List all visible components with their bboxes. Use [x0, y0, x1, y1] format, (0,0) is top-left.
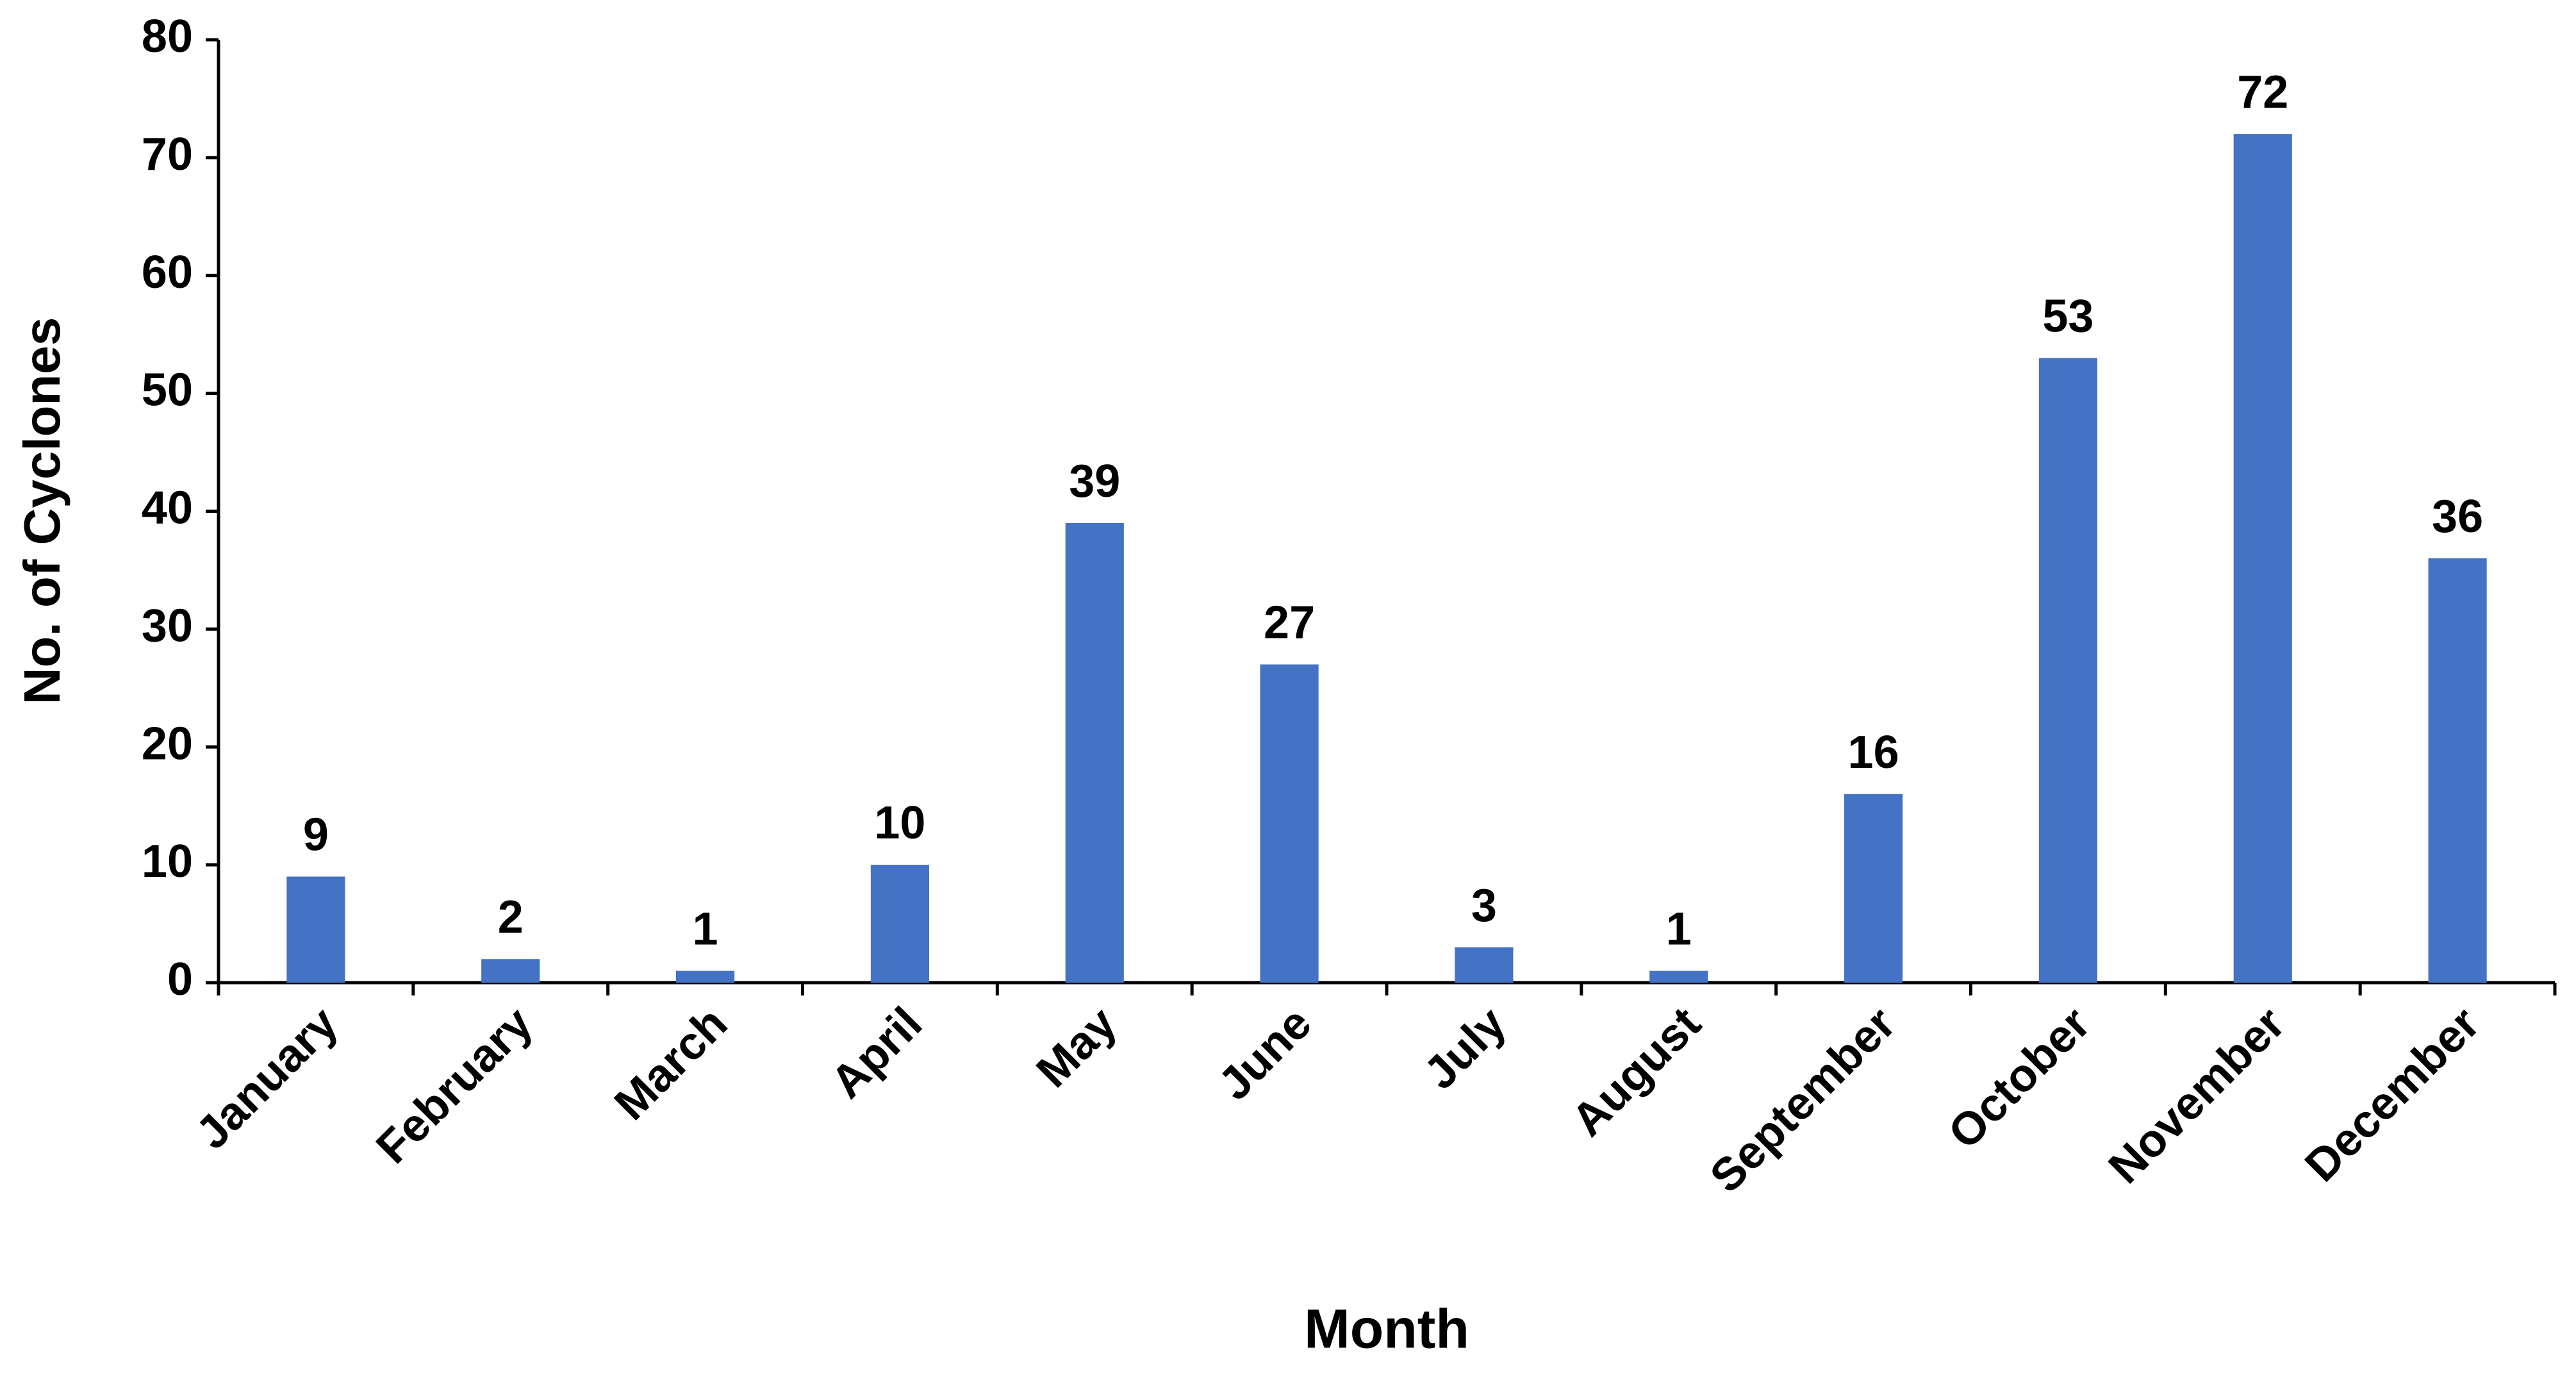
bar	[1844, 794, 1903, 983]
y-tick-label: 10	[142, 836, 193, 887]
bar	[2038, 358, 2097, 983]
y-tick-label: 50	[142, 365, 193, 416]
data-label: 9	[303, 810, 329, 861]
data-label: 72	[2237, 67, 2288, 118]
bar	[2233, 134, 2292, 983]
bar	[870, 865, 929, 983]
data-label: 36	[2432, 491, 2483, 542]
data-label: 10	[874, 797, 925, 849]
bar	[1649, 970, 1708, 983]
y-axis-title: No. of Cyclones	[13, 317, 70, 705]
y-tick-label: 30	[142, 600, 193, 651]
data-label: 3	[1471, 880, 1497, 931]
data-label: 27	[1264, 597, 1315, 649]
data-label: 39	[1069, 456, 1120, 507]
bar	[676, 970, 735, 983]
data-label: 2	[498, 892, 524, 943]
y-tick-label: 80	[142, 11, 193, 62]
y-tick-label: 0	[167, 954, 193, 1005]
data-label: 1	[693, 904, 718, 955]
bar	[481, 959, 540, 983]
y-tick-label: 40	[142, 483, 193, 534]
bar	[1065, 522, 1124, 983]
x-axis-title: Month	[1304, 1299, 1469, 1360]
data-label: 53	[2042, 290, 2093, 342]
bar	[2428, 558, 2487, 983]
bar	[286, 876, 345, 983]
data-label: 16	[1848, 727, 1899, 778]
bar	[1455, 947, 1514, 983]
y-tick-label: 60	[142, 247, 193, 298]
data-label: 1	[1666, 904, 1692, 955]
bar	[1260, 664, 1319, 983]
y-tick-label: 20	[142, 718, 193, 769]
y-tick-label: 70	[142, 129, 193, 180]
